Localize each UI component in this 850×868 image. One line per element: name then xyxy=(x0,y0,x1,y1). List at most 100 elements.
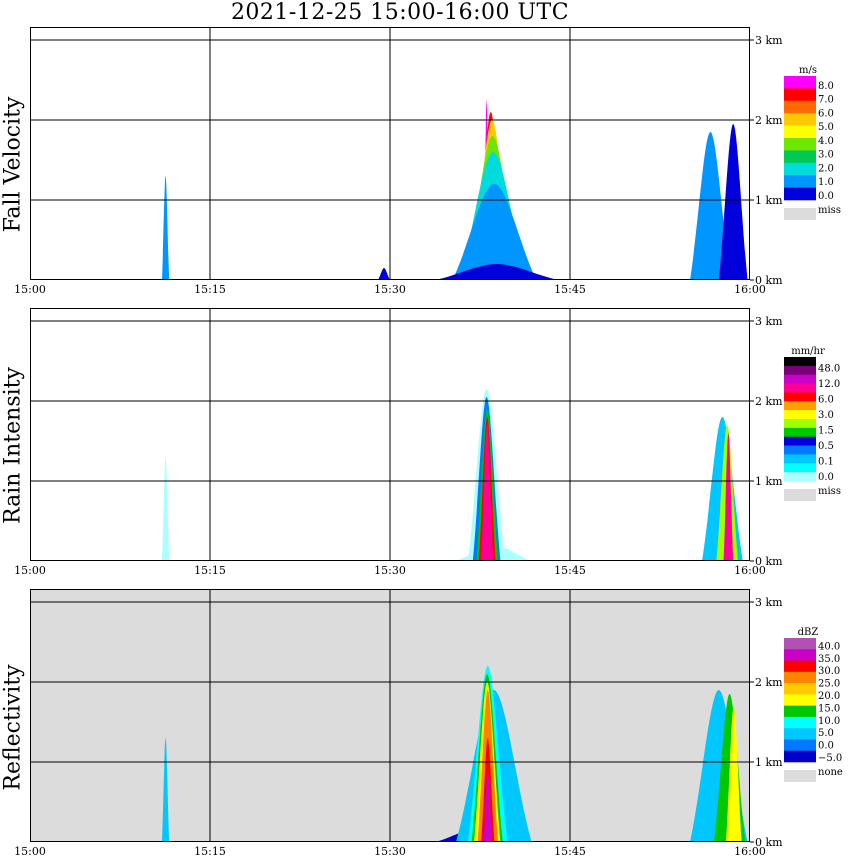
colorbar-swatch xyxy=(784,671,816,684)
colorbar-swatch xyxy=(784,113,816,126)
echo-feature xyxy=(481,425,494,561)
colorbar-unit: mm/hr xyxy=(791,346,825,357)
height-tick-label: 1 km xyxy=(755,194,783,207)
time-tick-label: 15:15 xyxy=(194,564,226,577)
colorbar-label: 0.5 xyxy=(818,441,834,452)
time-tick-label: 15:00 xyxy=(14,283,46,296)
colorbar-label: 1.5 xyxy=(818,426,834,437)
panel-frame xyxy=(30,589,750,842)
missing-swatch xyxy=(784,770,816,782)
colorbar-label: 30.0 xyxy=(818,666,840,677)
chart-title: 2021-12-25 15:00-16:00 UTC xyxy=(230,0,570,25)
missing-label: none xyxy=(818,767,843,778)
time-tick-label: 15:15 xyxy=(194,283,226,296)
colorbar-swatch xyxy=(784,750,816,763)
colorbar-label: 6.0 xyxy=(818,395,834,406)
colorbar-label: 0.0 xyxy=(818,741,834,752)
time-tick-label: 15:30 xyxy=(374,283,406,296)
height-tick-label: 2 km xyxy=(755,395,783,408)
echo-feature xyxy=(378,268,390,280)
colorbar-swatch xyxy=(784,472,816,482)
height-tick-label: 3 km xyxy=(755,315,783,328)
colorbar-label: 0.1 xyxy=(818,457,834,468)
colorbar-swatch xyxy=(784,683,816,695)
colorbar-swatch xyxy=(784,728,816,740)
colorbar-swatch xyxy=(784,705,816,718)
colorbar-swatch xyxy=(784,410,816,420)
colorbar-swatch xyxy=(784,392,816,402)
panel-frame xyxy=(30,308,750,561)
height-tick-label: 1 km xyxy=(755,475,783,488)
time-tick-label: 16:00 xyxy=(734,564,766,577)
colorbar-swatch xyxy=(784,401,816,411)
echo-feature xyxy=(483,770,492,842)
time-tick-label: 15:45 xyxy=(554,845,586,858)
time-tick-label: 15:00 xyxy=(14,845,46,858)
height-tick-label: 2 km xyxy=(755,676,783,689)
colorbar-label: −5.0 xyxy=(818,753,842,764)
height-tick-label: 0 km xyxy=(755,274,783,287)
colorbar-panel-2: mm/hr 48.0 12.0 6.0 3.0 1.5 0.5 0.1 0.0 miss xyxy=(784,346,841,501)
echo-feature xyxy=(723,433,734,561)
colorbar-label: 7.0 xyxy=(818,95,834,106)
colorbar-label: 5.0 xyxy=(818,122,834,133)
colorbar-unit: m/s xyxy=(799,65,817,76)
colorbar-unit: dBZ xyxy=(798,627,819,638)
colorbar-label: 48.0 xyxy=(818,364,840,375)
colorbar-label: 20.0 xyxy=(818,691,840,702)
colorbar-label: 15.0 xyxy=(818,703,840,714)
colorbar-panel-3: dBZ 40.0 35.030.0 25.020.015.0 10.05.0 0.0−5.… xyxy=(784,627,843,782)
colorbar-swatch xyxy=(784,187,816,201)
missing-label: miss xyxy=(818,205,841,216)
time-tick-label: 15:45 xyxy=(554,283,586,296)
colorbar-swatch xyxy=(784,162,816,176)
colorbar-swatch xyxy=(784,694,816,706)
colorbar-label: 5.0 xyxy=(818,728,834,739)
echo-feature xyxy=(435,264,558,280)
colorbar-swatch xyxy=(784,660,816,673)
colorbar-swatch xyxy=(784,436,816,446)
colorbar-label: 3.0 xyxy=(818,150,834,161)
height-tick-label: 3 km xyxy=(755,596,783,609)
colorbar-label: 2.0 xyxy=(818,163,834,174)
colorbar-label: 0.0 xyxy=(818,191,834,202)
missing-label: miss xyxy=(818,486,841,497)
height-tick-label: 3 km xyxy=(755,34,783,47)
colorbar-label: 10.0 xyxy=(818,716,840,727)
colorbar-swatch xyxy=(784,125,816,139)
echo-feature xyxy=(162,176,170,280)
height-tick-label: 0 km xyxy=(755,555,783,568)
panel-2: 15:00 15:15 15:30 15:45 16:000 km 1 km 2 km 3 k… xyxy=(14,308,841,577)
colorbar-swatch xyxy=(784,716,816,729)
echo-feature xyxy=(718,124,748,280)
missing-swatch xyxy=(784,489,816,501)
colorbar-swatch xyxy=(784,383,816,393)
time-tick-label: 15:45 xyxy=(554,564,586,577)
colorbar-swatch xyxy=(784,419,816,429)
colorbar-swatch xyxy=(784,150,816,164)
time-tick-label: 15:30 xyxy=(374,564,406,577)
time-tick-label: 15:30 xyxy=(374,845,406,858)
colorbar-swatch xyxy=(784,445,816,455)
panel-frame xyxy=(30,27,750,280)
colorbar-label: 0.0 xyxy=(818,472,834,483)
colorbar-swatch xyxy=(784,649,816,661)
colorbar-swatch xyxy=(784,357,816,367)
colorbar-swatch xyxy=(784,88,816,102)
colorbar-swatch xyxy=(784,374,816,384)
colorbar-swatch xyxy=(784,76,816,89)
colorbar-label: 25.0 xyxy=(818,679,840,690)
echo-feature xyxy=(690,132,731,280)
colorbar-label: 12.0 xyxy=(818,379,840,390)
colorbar-label: 8.0 xyxy=(818,81,834,92)
panel-1: 15:00 15:15 15:30 15:45 16:000 km 1 km 2 km 3 k… xyxy=(14,27,841,296)
colorbar-swatch xyxy=(784,638,816,650)
colorbar-label: 1.0 xyxy=(818,177,834,188)
echo-feature xyxy=(726,706,742,842)
colorbar-swatch xyxy=(784,427,816,438)
colorbar-swatch xyxy=(784,365,816,376)
colorbar-label: 4.0 xyxy=(818,136,834,147)
echo-feature xyxy=(452,184,537,280)
colorbar-panel-1: m/s8.0 7.0 6.0 5.0 4.0 3.0 2.0 1.0 0.0 miss xyxy=(784,65,841,220)
panel-3: 15:00 15:15 15:30 15:45 16:000 km 1 km 2 km 3 k… xyxy=(14,589,843,858)
